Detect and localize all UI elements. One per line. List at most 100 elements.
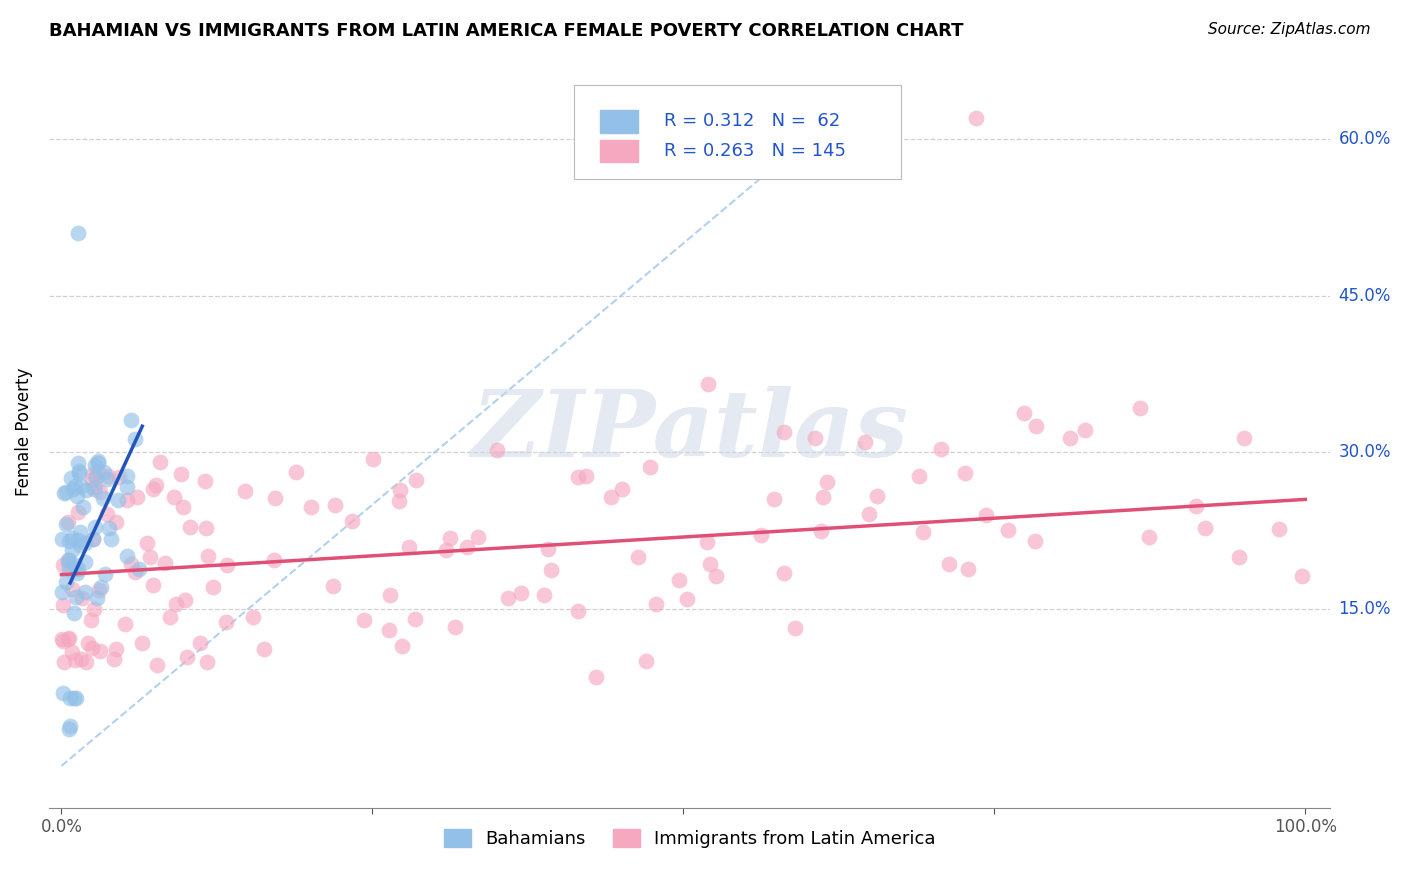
- Point: [93, 465, 115, 479]
- Point: [82, 532, 104, 546]
- Point: [73, 555, 96, 569]
- Point: [83, 602, 105, 616]
- Point: [997, 523, 1019, 537]
- Point: [361, 452, 384, 467]
- Point: [114, 617, 136, 632]
- Point: [84, 520, 107, 534]
- Point: [163, 490, 186, 504]
- Point: [391, 639, 413, 653]
- Point: [60, 645, 83, 659]
- Point: [139, 549, 162, 564]
- Point: [51, 632, 73, 646]
- Point: [1291, 569, 1313, 583]
- Y-axis label: Female Poverty: Female Poverty: [15, 368, 32, 496]
- Point: [955, 467, 977, 481]
- Point: [84, 470, 107, 484]
- Point: [810, 524, 832, 538]
- Point: [215, 615, 238, 630]
- Point: [467, 530, 489, 544]
- Text: BAHAMIAN VS IMMIGRANTS FROM LATIN AMERICA FEMALE POVERTY CORRELATION CHART: BAHAMIAN VS IMMIGRANTS FROM LATIN AMERIC…: [49, 22, 963, 40]
- Point: [124, 565, 146, 579]
- Point: [190, 635, 212, 649]
- Point: [60, 582, 83, 596]
- Point: [176, 649, 198, 664]
- Point: [63, 558, 86, 573]
- Text: R = 0.312   N =  62: R = 0.312 N = 62: [664, 112, 841, 130]
- Point: [159, 610, 181, 624]
- Point: [567, 470, 589, 484]
- Point: [145, 477, 167, 491]
- Point: [96, 507, 118, 521]
- Point: [931, 442, 953, 456]
- Point: [82, 532, 104, 546]
- Point: [387, 494, 409, 508]
- Point: [84, 479, 107, 493]
- FancyBboxPatch shape: [600, 110, 638, 133]
- Point: [63, 653, 86, 667]
- Point: [509, 585, 531, 599]
- Point: [804, 431, 827, 445]
- Point: [149, 455, 172, 469]
- Point: [676, 591, 699, 606]
- Point: [86, 591, 108, 605]
- Point: [380, 588, 402, 602]
- Point: [585, 670, 607, 684]
- Point: [66, 226, 89, 240]
- Point: [772, 566, 794, 581]
- Point: [456, 540, 478, 554]
- Point: [128, 561, 150, 575]
- Point: [77, 636, 100, 650]
- Point: [97, 468, 120, 483]
- Point: [911, 525, 934, 540]
- Text: 30.0%: 30.0%: [1339, 443, 1391, 461]
- Point: [1185, 500, 1208, 514]
- Point: [811, 490, 834, 504]
- Point: [233, 484, 256, 499]
- Point: [70, 591, 93, 605]
- Point: [104, 641, 127, 656]
- Point: [749, 527, 772, 541]
- Point: [1012, 407, 1035, 421]
- Point: [89, 484, 111, 499]
- Point: [974, 508, 997, 523]
- FancyBboxPatch shape: [574, 86, 901, 179]
- Point: [63, 691, 86, 706]
- Point: [60, 532, 83, 546]
- Point: [378, 623, 401, 637]
- Point: [52, 634, 75, 648]
- Point: [58, 533, 80, 548]
- Point: [388, 483, 411, 498]
- Point: [72, 500, 94, 514]
- Point: [131, 636, 153, 650]
- Point: [73, 535, 96, 549]
- Point: [938, 557, 960, 571]
- Point: [173, 593, 195, 607]
- Point: [194, 475, 217, 489]
- Point: [107, 493, 129, 508]
- Point: [439, 531, 461, 545]
- Point: [97, 521, 120, 535]
- Point: [253, 642, 276, 657]
- Point: [75, 483, 97, 497]
- Point: [63, 479, 86, 493]
- Point: [65, 691, 87, 706]
- Point: [75, 585, 97, 599]
- Point: [485, 442, 508, 457]
- Point: [575, 469, 598, 483]
- Point: [645, 597, 668, 611]
- Point: [86, 456, 108, 470]
- Point: [404, 612, 426, 626]
- Point: [1129, 401, 1152, 416]
- Point: [638, 460, 661, 475]
- Point: [299, 500, 322, 515]
- Point: [858, 507, 880, 521]
- Point: [104, 516, 127, 530]
- Point: [866, 489, 889, 503]
- Point: [405, 473, 427, 487]
- Point: [353, 613, 375, 627]
- Point: [52, 558, 75, 572]
- Point: [1227, 549, 1250, 564]
- Point: [124, 432, 146, 446]
- Point: [60, 470, 83, 484]
- Text: Source: ZipAtlas.com: Source: ZipAtlas.com: [1208, 22, 1371, 37]
